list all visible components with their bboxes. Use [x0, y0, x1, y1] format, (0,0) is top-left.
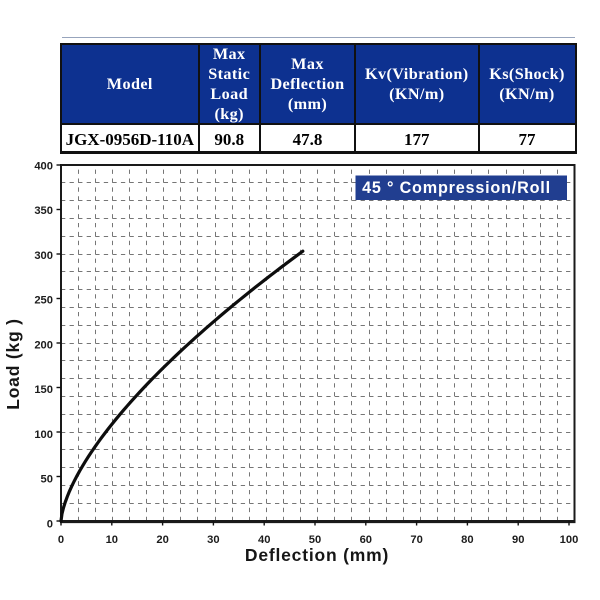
svg-text:90: 90	[512, 534, 524, 546]
svg-text:200: 200	[34, 339, 53, 351]
svg-text:70: 70	[410, 534, 422, 546]
svg-text:60: 60	[360, 534, 372, 546]
svg-text:0: 0	[47, 519, 53, 531]
svg-text:400: 400	[34, 160, 53, 172]
svg-text:50: 50	[41, 474, 53, 486]
svg-text:0: 0	[58, 534, 64, 546]
svg-text:150: 150	[34, 384, 53, 396]
svg-text:10: 10	[106, 534, 118, 546]
svg-text:50: 50	[309, 534, 321, 546]
svg-text:30: 30	[207, 534, 219, 546]
svg-text:Load (kg ): Load (kg )	[3, 318, 23, 410]
svg-text:45 ° Compression/Roll: 45 ° Compression/Roll	[362, 179, 551, 197]
svg-text:Deflection (mm): Deflection (mm)	[245, 545, 389, 565]
svg-text:300: 300	[34, 250, 53, 262]
svg-text:350: 350	[34, 205, 53, 217]
svg-text:100: 100	[34, 429, 53, 441]
svg-text:20: 20	[156, 534, 168, 546]
svg-text:40: 40	[258, 534, 270, 546]
svg-text:80: 80	[461, 534, 473, 546]
svg-text:250: 250	[34, 295, 53, 307]
svg-text:100: 100	[560, 534, 579, 546]
